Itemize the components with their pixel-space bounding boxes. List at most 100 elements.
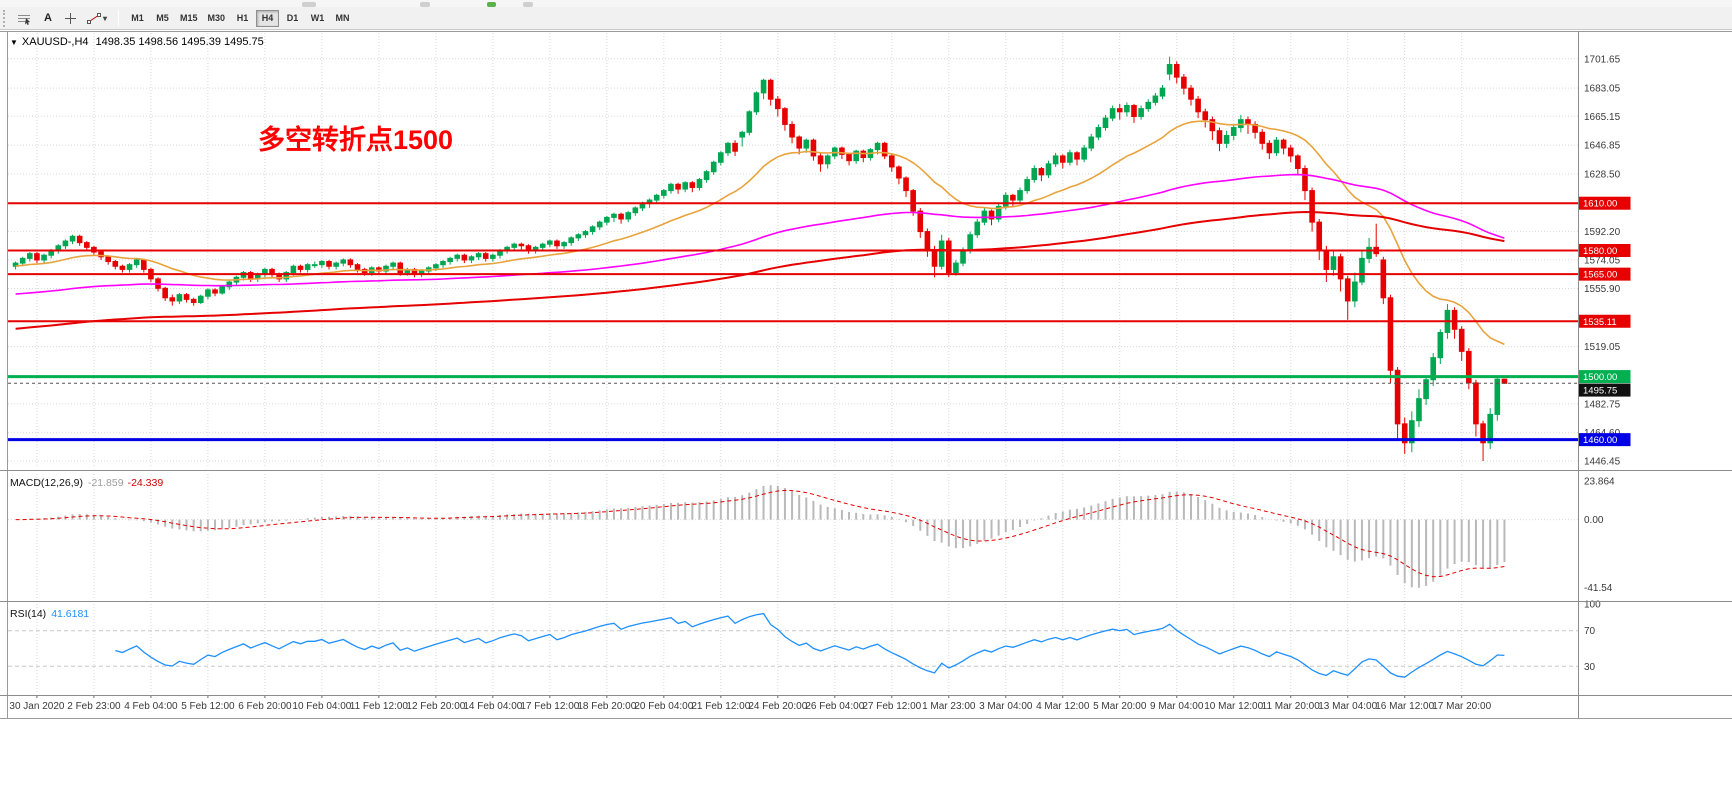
candle: [1010, 194, 1016, 201]
candle: [119, 265, 126, 270]
macd-indicator-label: MACD(12,26,9) -21.859 -24.339: [10, 477, 163, 489]
candle: [995, 205, 1002, 220]
candle: [903, 177, 909, 192]
candle: [69, 235, 76, 242]
candle: [98, 251, 104, 258]
candle: [1088, 136, 1095, 149]
timeframe-button-d1[interactable]: D1: [281, 10, 304, 27]
time-axis-label: 6 Feb 20:00: [238, 701, 292, 712]
candle: [1152, 95, 1159, 103]
price-badge-1460.00[interactable]: [1578, 433, 1631, 447]
candle: [326, 261, 332, 267]
candle: [739, 131, 745, 138]
time-axis-label: 20 Feb 04:00: [634, 701, 693, 712]
current-price-badge-text: 1495.75: [1583, 386, 1617, 397]
candle: [1330, 256, 1337, 270]
expand-arrow-icon[interactable]: ▼: [10, 38, 18, 47]
price-axis[interactable]: [1578, 31, 1732, 718]
candle: [518, 243, 525, 247]
candle: [126, 264, 133, 270]
chart-title-bar: ▼ XAUUSD-,H4 1498.35 1498.56 1495.39 1495.…: [10, 36, 264, 48]
candle: [1031, 168, 1038, 181]
price-axis-label: 1574.05: [1584, 255, 1621, 266]
candle: [1081, 147, 1087, 160]
toolbar-grip[interactable]: [3, 9, 8, 27]
price-badge-1610.00[interactable]: [1578, 196, 1631, 210]
current-price-badge[interactable]: [1578, 383, 1631, 397]
candle: [582, 231, 589, 236]
time-axis-label: 21 Feb 12:00: [691, 701, 750, 712]
cursor-lines-icon: [18, 14, 30, 25]
candle: [133, 259, 140, 266]
timeframe-button-h1[interactable]: H1: [231, 10, 254, 27]
candle: [775, 98, 781, 110]
candle: [1366, 246, 1372, 259]
candle: [554, 240, 560, 247]
macd-signal-line[interactable]: [15, 489, 1505, 578]
chart-annotation-text[interactable]: 多空转折点1500: [258, 125, 454, 155]
timeframe-button-m15[interactable]: M15: [176, 10, 202, 27]
time-axis-label: 24 Feb 20:00: [748, 701, 807, 712]
ma-mid-line[interactable]: [15, 173, 1505, 295]
price-badge-1500.00[interactable]: [1578, 370, 1631, 384]
time-axis-label: 4 Mar 12:00: [1036, 701, 1090, 712]
candle: [789, 123, 795, 138]
macd-main-value: -21.859: [87, 477, 124, 489]
toolbar-fragment: [523, 2, 533, 7]
candle: [1138, 108, 1144, 118]
candle: [917, 210, 924, 233]
price-axis-label: 1555.90: [1584, 284, 1621, 295]
candle: [561, 242, 567, 247]
candle: [1188, 87, 1194, 100]
candle: [1266, 142, 1273, 154]
text-label-tool-button[interactable]: A: [38, 9, 58, 28]
timeframe-button-h4[interactable]: H4: [256, 9, 280, 27]
timeframe-button-m1[interactable]: M1: [126, 10, 149, 27]
rsi-line[interactable]: [115, 612, 1505, 678]
price-badge-1580.00-text: 1580.00: [1583, 246, 1617, 257]
candle: [625, 212, 632, 220]
candle: [19, 257, 26, 264]
macd-signal-value: -24.339: [127, 477, 164, 489]
macd-name: MACD(12,26,9): [10, 477, 83, 489]
moving-averages-layer: [15, 120, 1505, 346]
cursor-tool-button[interactable]: [13, 9, 36, 28]
time-axis-label: 18 Feb 20:00: [577, 701, 636, 712]
price-badge-1580.00[interactable]: [1578, 244, 1631, 257]
candle: [1487, 413, 1493, 444]
candle: [846, 153, 852, 162]
time-axis-label: 9 Mar 04:00: [1150, 701, 1204, 712]
candle: [953, 262, 959, 274]
candle: [1287, 147, 1294, 157]
candle: [1230, 127, 1237, 136]
ma-fast-line[interactable]: [15, 120, 1505, 346]
timeframe-button-m30[interactable]: M30: [204, 10, 230, 27]
timeframe-button-w1[interactable]: W1: [306, 10, 329, 27]
rsi-axis-label: 100: [1584, 600, 1601, 611]
price-badge-1535.11[interactable]: [1578, 314, 1631, 328]
clipped-toolbar-row: [0, 0, 1732, 7]
candle: [1116, 108, 1123, 113]
ohlc-readout: 1498.35 1498.56 1495.39 1495.75: [95, 36, 264, 48]
time-axis-label: 10 Feb 04:00: [292, 701, 351, 712]
crosshair-tool-button[interactable]: [60, 9, 81, 28]
timeframe-button-m5[interactable]: M5: [151, 10, 174, 27]
time-axis-label: 17 Feb 12:00: [520, 701, 579, 712]
candle: [1074, 152, 1080, 160]
candle: [888, 155, 895, 168]
candle: [1359, 257, 1365, 283]
candle: [1173, 64, 1180, 78]
ma-slow-line[interactable]: [15, 210, 1505, 330]
chart-plot-area[interactable]: [8, 33, 1578, 468]
candle: [1344, 278, 1351, 302]
time-axis-label: 30 Jan 2020: [9, 701, 64, 712]
timeframe-button-mn[interactable]: MN: [331, 10, 354, 27]
candle: [1052, 155, 1059, 165]
price-axis-label: 1628.50: [1584, 170, 1621, 181]
rsi-indicator-label: RSI(14) 41.6181: [10, 608, 89, 620]
candle: [718, 152, 724, 163]
price-badge-1565.00[interactable]: [1578, 267, 1631, 281]
candle: [675, 183, 681, 190]
time-axis[interactable]: [0, 695, 1578, 718]
drawing-tools-dropdown[interactable]: ▾: [83, 9, 111, 28]
